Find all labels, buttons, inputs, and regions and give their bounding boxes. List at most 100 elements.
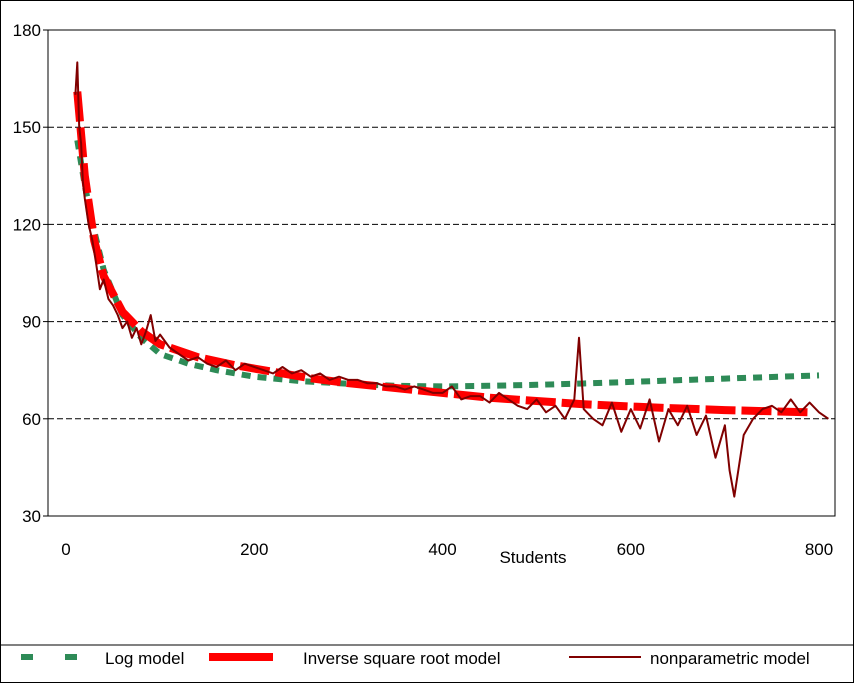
- data-point: [771, 377, 772, 378]
- data-point: [320, 373, 321, 374]
- y-tick-label: 90: [22, 313, 41, 332]
- data-point: [593, 418, 594, 419]
- data-point: [753, 418, 754, 419]
- data-point: [84, 198, 85, 199]
- data-point: [216, 370, 217, 371]
- gridlines: [48, 126, 835, 420]
- x-tick-label: 400: [428, 540, 456, 559]
- data-point: [395, 388, 396, 389]
- data-point: [668, 409, 669, 410]
- data-point: [414, 386, 415, 387]
- data-point: [155, 341, 156, 342]
- data-point: [146, 331, 147, 332]
- data-point: [546, 412, 547, 413]
- data-point: [386, 386, 387, 387]
- data-point: [630, 406, 631, 407]
- x-axis-label: Students: [499, 548, 566, 567]
- data-point: [160, 334, 161, 335]
- data-point: [244, 363, 245, 364]
- data-point: [677, 425, 678, 426]
- data-point: [781, 412, 782, 413]
- y-tick-label: 60: [22, 410, 41, 429]
- legend-label: nonparametric model: [650, 649, 810, 668]
- data-point: [696, 435, 697, 436]
- data-point: [743, 435, 744, 436]
- data-point: [310, 378, 311, 379]
- x-tick-label: 0: [61, 540, 70, 559]
- data-point: [84, 175, 85, 176]
- data-point: [348, 379, 349, 380]
- data-point: [800, 412, 801, 413]
- data-point: [461, 399, 462, 400]
- data-point: [131, 337, 132, 338]
- x-tick-label: 800: [805, 540, 833, 559]
- data-point: [602, 425, 603, 426]
- data-point: [82, 182, 83, 183]
- y-tick-label: 30: [22, 507, 41, 526]
- data-point: [117, 315, 118, 316]
- x-tick-label: 600: [617, 540, 645, 559]
- data-point: [88, 224, 89, 225]
- data-point: [301, 370, 302, 371]
- data-point: [724, 410, 725, 411]
- data-point: [611, 402, 612, 403]
- data-point: [442, 386, 443, 387]
- data-point: [489, 385, 490, 386]
- data-point: [724, 378, 725, 379]
- data-point: [621, 431, 622, 432]
- data-point: [771, 405, 772, 406]
- data-point: [706, 415, 707, 416]
- data-point: [81, 143, 82, 144]
- data-point: [226, 360, 227, 361]
- data-point: [489, 397, 490, 398]
- data-point: [819, 412, 820, 413]
- y-axis-ticks: 30 60 90 120 150 180: [13, 21, 48, 526]
- data-point: [527, 409, 528, 410]
- series-line: [74, 61, 829, 498]
- data-point: [762, 409, 763, 410]
- data-point: [564, 418, 565, 419]
- data-point: [235, 370, 236, 371]
- data-point: [715, 457, 716, 458]
- data-point: [235, 365, 236, 366]
- data-point: [489, 402, 490, 403]
- data-point: [423, 389, 424, 390]
- data-point: [94, 230, 95, 231]
- data-point: [216, 366, 217, 367]
- x-axis-ticks: 0 200 400 600 800: [61, 540, 833, 559]
- data-point: [367, 383, 368, 384]
- series-2: [74, 61, 829, 498]
- data-point: [273, 373, 274, 374]
- data-point: [771, 411, 772, 412]
- data-point: [480, 396, 481, 397]
- data-point: [99, 289, 100, 290]
- data-point: [94, 240, 95, 241]
- data-point: [649, 399, 650, 400]
- data-point: [136, 328, 137, 329]
- data-point: [127, 321, 128, 322]
- x-tick-label: 200: [240, 540, 268, 559]
- data-point: [338, 376, 339, 377]
- data-point: [724, 425, 725, 426]
- data-point: [160, 354, 161, 355]
- data-point: [357, 379, 358, 380]
- data-point: [729, 470, 730, 471]
- data-point: [141, 344, 142, 345]
- data-point: [310, 376, 311, 377]
- data-point: [687, 405, 688, 406]
- series-layer: [73, 61, 829, 498]
- data-point: [809, 402, 810, 403]
- data-point: [92, 240, 93, 241]
- data-point: [197, 357, 198, 358]
- data-point: [282, 366, 283, 367]
- data-point: [404, 389, 405, 390]
- data-point: [188, 360, 189, 361]
- data-point: [630, 409, 631, 410]
- data-point: [555, 405, 556, 406]
- y-tick-label: 120: [13, 215, 41, 234]
- data-point: [188, 363, 189, 364]
- data-point: [77, 62, 78, 63]
- data-point: [103, 276, 104, 277]
- data-point: [122, 328, 123, 329]
